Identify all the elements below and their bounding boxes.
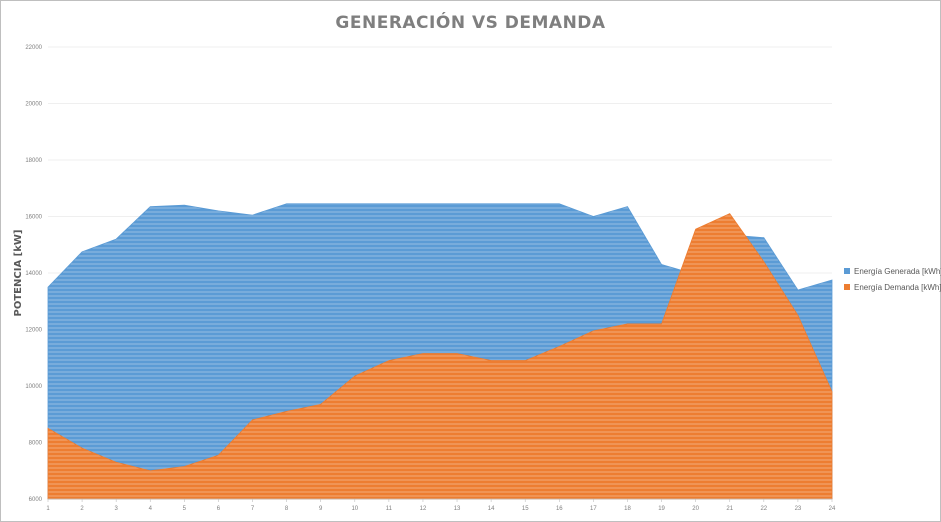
- x-tick-label-1: 1: [46, 506, 50, 512]
- x-tick-label-23: 23: [795, 506, 802, 512]
- x-tick-label-3: 3: [115, 506, 119, 512]
- x-tick-label-2: 2: [80, 506, 84, 512]
- x-tick-label-12: 12: [420, 506, 427, 512]
- x-tick-label-17: 17: [590, 506, 597, 512]
- x-tick-label-22: 22: [760, 506, 767, 512]
- legend-label-0: Energía Generada [kWh]: [854, 266, 941, 276]
- x-tick-label-9: 9: [319, 506, 323, 512]
- x-tick-label-21: 21: [726, 506, 733, 512]
- x-tick-label-24: 24: [829, 506, 836, 512]
- y-tick-label-10000: 10000: [25, 384, 42, 390]
- y-tick-label-8000: 8000: [29, 441, 43, 447]
- y-tick-label-14000: 14000: [25, 271, 42, 277]
- x-tick-label-10: 10: [351, 506, 358, 512]
- area-series-1: [47, 213, 833, 500]
- legend-item-0: Energía Generada [kWh]: [844, 263, 941, 279]
- y-tick-label-12000: 12000: [25, 328, 42, 334]
- x-tick-label-16: 16: [556, 506, 563, 512]
- legend: Energía Generada [kWh] Energía Demanda [k…: [844, 263, 941, 295]
- y-tick-label-6000: 6000: [29, 497, 43, 503]
- x-tick-label-20: 20: [692, 506, 699, 512]
- legend-swatch-0: [844, 268, 850, 274]
- y-axis-label: POTENCIA [kW]: [13, 230, 24, 317]
- x-tick-label-11: 11: [386, 506, 393, 512]
- x-tick-label-14: 14: [488, 506, 495, 512]
- y-tick-label-22000: 22000: [25, 45, 42, 51]
- x-tick-label-5: 5: [183, 506, 187, 512]
- x-tick-label-4: 4: [149, 506, 153, 512]
- y-tick-label-16000: 16000: [25, 215, 42, 221]
- legend-swatch-1: [844, 284, 850, 290]
- legend-label-1: Energía Demanda [kWh]: [854, 282, 941, 292]
- x-tick-label-19: 19: [658, 506, 665, 512]
- y-tick-label-20000: 20000: [25, 102, 42, 108]
- x-tick-label-7: 7: [251, 506, 255, 512]
- x-tick-label-15: 15: [522, 506, 529, 512]
- x-tick-label-8: 8: [285, 506, 289, 512]
- chart-title: GENERACIÓN VS DEMANDA: [335, 13, 606, 33]
- x-tick-label-13: 13: [454, 506, 461, 512]
- y-tick-label-18000: 18000: [25, 158, 42, 164]
- legend-item-1: Energía Demanda [kWh]: [844, 279, 941, 295]
- x-tick-label-18: 18: [624, 506, 631, 512]
- x-tick-label-6: 6: [217, 506, 221, 512]
